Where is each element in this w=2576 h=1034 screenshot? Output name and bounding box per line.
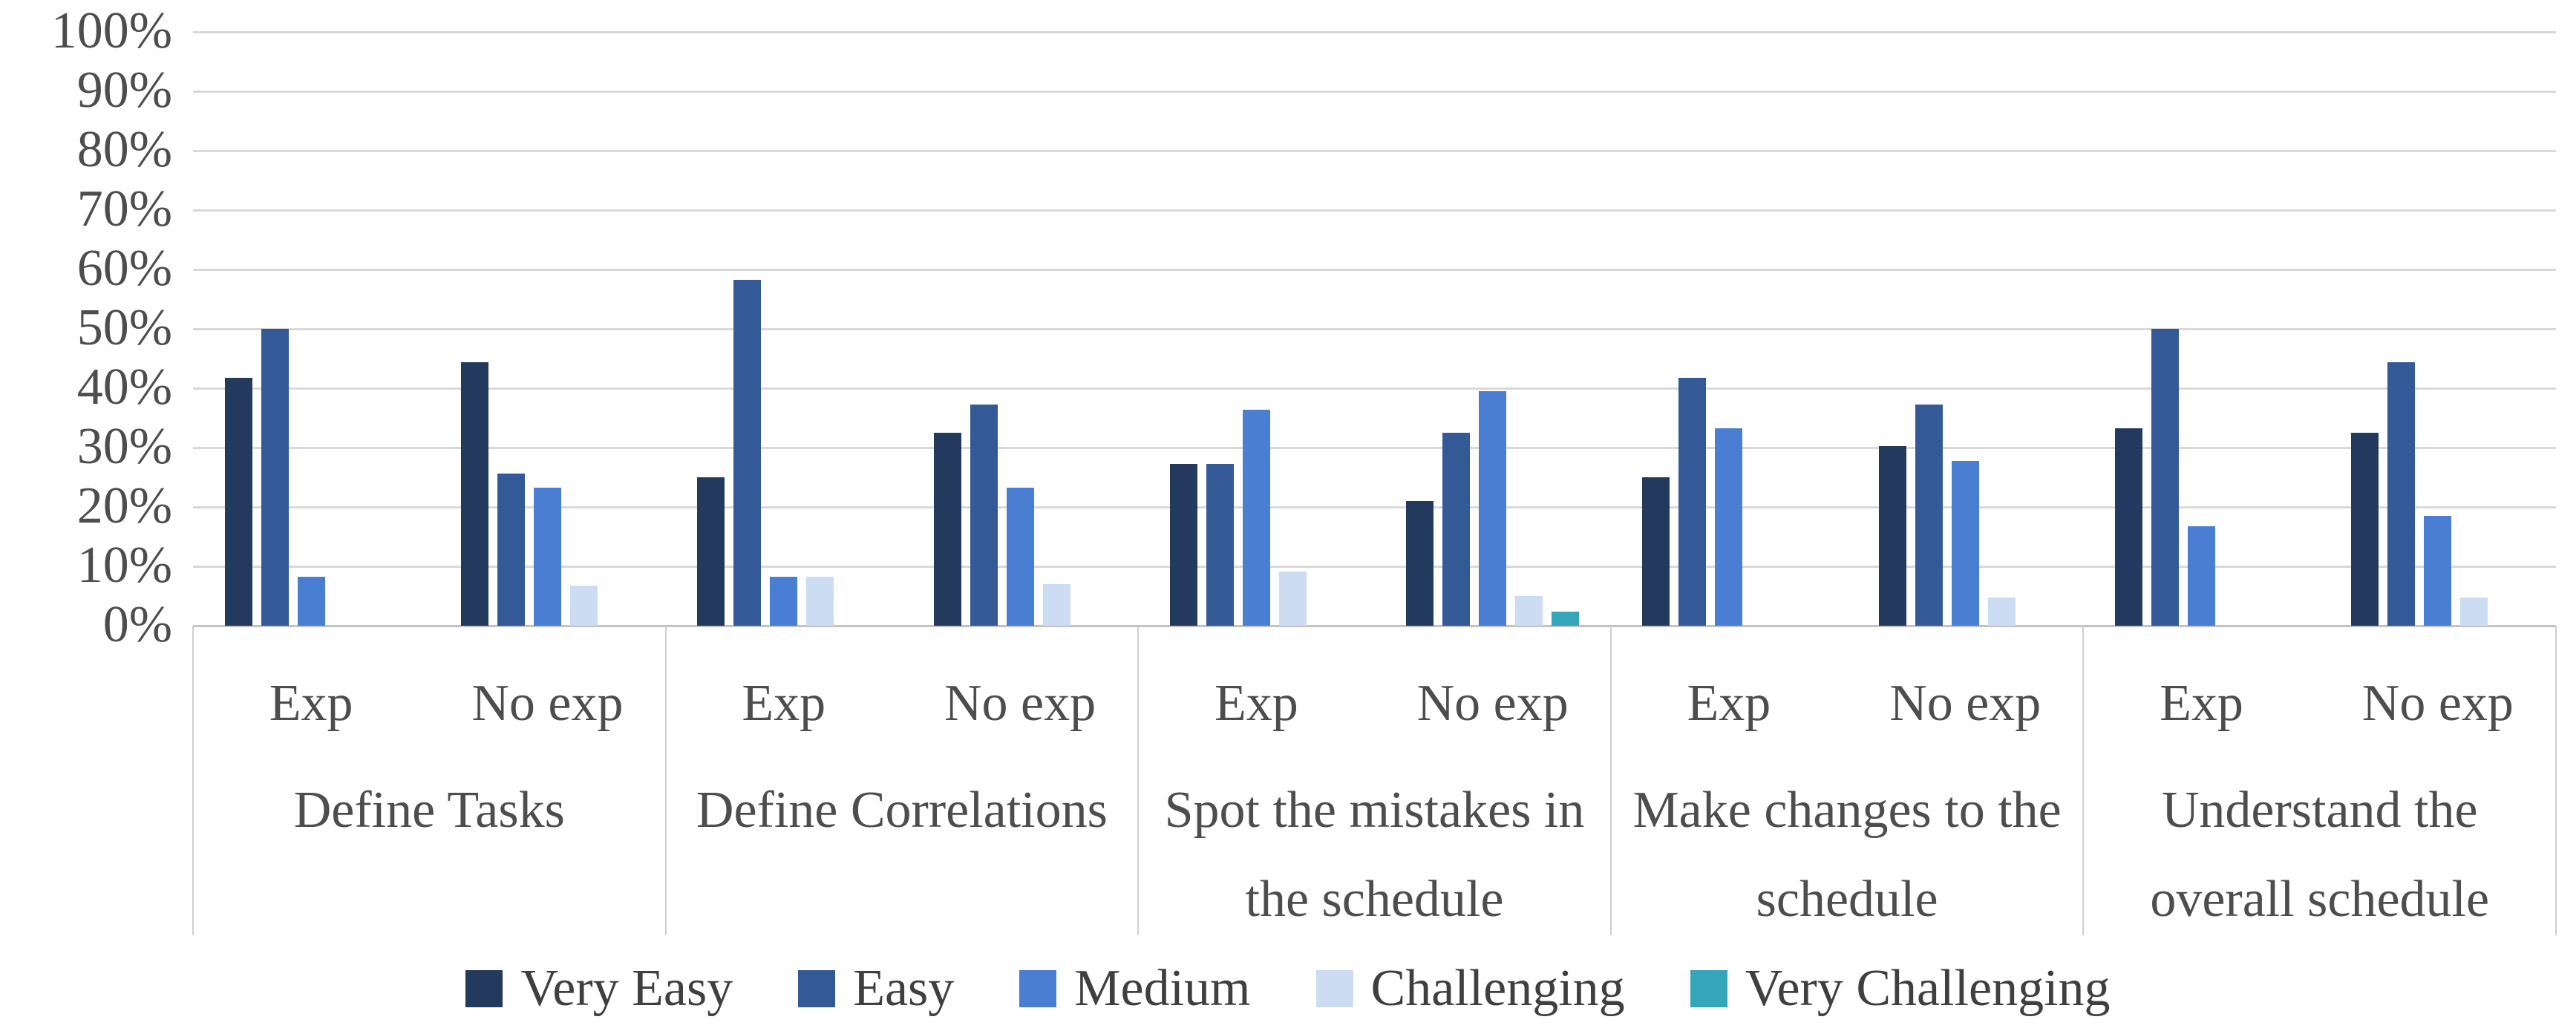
bar-very-easy	[933, 433, 961, 626]
gridline	[193, 506, 2556, 508]
bar-very-easy	[1169, 463, 1197, 626]
bar-very-easy	[697, 477, 725, 626]
gridline	[193, 209, 2556, 212]
x-axis-line	[193, 625, 2556, 627]
gridline	[193, 269, 2556, 271]
group-label-exp: Exp	[742, 675, 826, 732]
category-label: Make changes to the schedule	[1632, 782, 2062, 928]
bar-very-easy	[2115, 428, 2143, 626]
bar-challenging	[1278, 572, 1307, 626]
bar-very-easy	[224, 378, 252, 626]
bar-easy	[2151, 329, 2180, 626]
category-divider	[192, 626, 194, 935]
group-label-no-exp: No exp	[1416, 675, 1569, 732]
bar-easy	[1915, 405, 1943, 626]
bar-medium	[1479, 391, 1507, 626]
group-label-no-exp: No exp	[944, 675, 1096, 732]
bar-very-challenging	[1552, 611, 1580, 626]
bar-easy	[733, 279, 762, 626]
bar-medium	[297, 576, 325, 626]
bar-easy	[1442, 433, 1471, 626]
bar-challenging	[806, 576, 834, 626]
bar-challenging	[1042, 584, 1070, 626]
gridline	[193, 150, 2556, 152]
bar-challenging	[1515, 596, 1543, 626]
legend-item-very-easy: Very Easy	[465, 959, 733, 1018]
bar-easy	[970, 405, 998, 626]
group-label-exp: Exp	[1214, 675, 1298, 732]
bar-medium	[533, 487, 561, 626]
gridline	[193, 387, 2556, 390]
bar-medium	[1006, 487, 1034, 626]
group-label-exp: Exp	[1687, 675, 1771, 732]
legend-label: Medium	[1074, 960, 1251, 1017]
legend-swatch-icon	[1019, 970, 1057, 1007]
bar-easy	[1678, 378, 1707, 626]
y-tick-label: 0%	[102, 596, 172, 653]
legend-swatch-icon	[1690, 970, 1727, 1007]
legend-label: Very Easy	[520, 960, 733, 1017]
group-label-no-exp: No exp	[471, 675, 624, 732]
group-label-exp: Exp	[2160, 675, 2243, 732]
legend-label: Easy	[853, 960, 955, 1017]
category-divider	[1137, 626, 1140, 935]
bar-very-easy	[1406, 501, 1434, 626]
chart-legend: Very Easy Easy Medium Challenging Very Chall…	[0, 952, 2576, 1026]
bar-challenging	[569, 586, 598, 626]
y-tick-label: 20%	[76, 477, 172, 534]
legend-label: Challenging	[1370, 960, 1625, 1017]
bar-medium	[2424, 516, 2452, 626]
y-tick-label: 70%	[76, 180, 172, 238]
y-tick-label: 80%	[76, 121, 172, 178]
bar-easy	[497, 474, 525, 626]
y-tick-label: 30%	[76, 418, 172, 475]
group-label-exp: Exp	[269, 675, 353, 732]
bar-medium	[1715, 428, 1743, 626]
group-label-no-exp: No exp	[2361, 675, 2514, 732]
gridline	[193, 31, 2556, 33]
legend-swatch-icon	[798, 970, 836, 1007]
category-label: Define Tasks	[293, 782, 565, 839]
bar-very-easy	[2351, 433, 2379, 626]
category-label: Spot the mistakes in the schedule	[1164, 782, 1585, 928]
category-divider	[2555, 626, 2557, 935]
y-tick-label: 60%	[76, 240, 172, 297]
bar-medium	[2188, 526, 2216, 626]
legend-item-challenging: Challenging	[1315, 959, 1625, 1018]
category-label: Define Correlations	[696, 782, 1108, 839]
bar-medium	[770, 576, 798, 626]
y-tick-label: 50%	[76, 299, 172, 356]
bar-challenging	[1987, 597, 2016, 626]
bar-very-easy	[1642, 477, 1670, 626]
bar-easy	[1206, 463, 1234, 626]
bar-easy	[261, 329, 289, 626]
category-divider	[1609, 626, 1612, 935]
legend-swatch-icon	[465, 970, 503, 1007]
legend-label: Very Challenging	[1745, 960, 2111, 1017]
legend-item-medium: Medium	[1019, 959, 1251, 1018]
category-label: Understand the overall schedule	[2150, 782, 2490, 928]
gridline	[193, 91, 2556, 93]
group-label-no-exp: No exp	[1889, 675, 2041, 732]
gridline	[193, 566, 2556, 568]
gridline	[193, 447, 2556, 449]
bar-very-easy	[460, 361, 488, 626]
legend-item-very-challenging: Very Challenging	[1690, 959, 2111, 1018]
y-tick-label: 90%	[76, 62, 172, 119]
y-tick-label: 10%	[76, 537, 172, 594]
bar-easy	[2387, 361, 2416, 626]
category-divider	[2082, 626, 2085, 935]
bar-challenging	[2460, 597, 2488, 626]
bar-very-easy	[1878, 446, 1906, 626]
gridline	[193, 328, 2556, 330]
legend-item-easy: Easy	[798, 959, 954, 1018]
y-tick-label: 100%	[50, 2, 172, 59]
bar-medium	[1951, 460, 1979, 626]
category-divider	[664, 626, 667, 935]
bar-medium	[1242, 409, 1270, 626]
legend-swatch-icon	[1315, 970, 1353, 1007]
y-tick-label: 40%	[76, 359, 172, 416]
